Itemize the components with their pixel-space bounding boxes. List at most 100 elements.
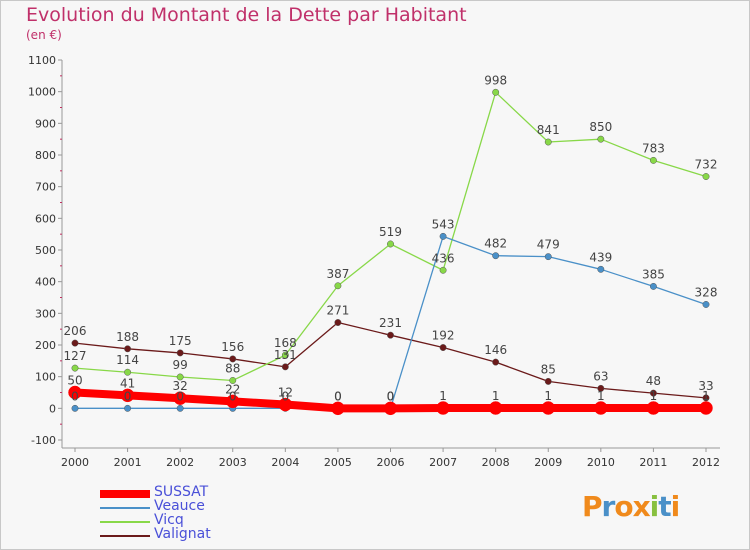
- x-tick-label: 2000: [61, 456, 89, 469]
- legend-label: SUSSAT: [154, 484, 209, 500]
- chart-subtitle: (en €): [26, 28, 62, 42]
- data-label-valignat: 206: [64, 324, 87, 338]
- data-point-sussat: [488, 401, 503, 415]
- data-label-veauce: 439: [589, 250, 612, 264]
- data-point-valignat: [281, 363, 289, 371]
- y-tick-label: -100: [31, 434, 56, 447]
- data-point-valignat: [229, 355, 237, 363]
- data-point-vicq: [71, 364, 79, 372]
- y-tick-label: 500: [35, 244, 56, 257]
- data-label-vicq: 850: [589, 120, 612, 134]
- data-label-vicq: 88: [225, 361, 240, 375]
- legend-swatch: [100, 490, 150, 498]
- logo-letter: r: [601, 490, 616, 523]
- data-label-vicq: 114: [116, 353, 139, 367]
- y-tick-label: 1000: [28, 86, 56, 99]
- data-label-sussat: 1: [492, 389, 500, 403]
- data-point-valignat: [492, 358, 500, 366]
- data-label-vicq: 436: [432, 251, 455, 265]
- data-point-veauce: [71, 404, 79, 412]
- y-tick-label: 600: [35, 212, 56, 225]
- data-point-vicq: [124, 368, 132, 376]
- logo-letter: o: [614, 490, 633, 523]
- x-tick-label: 2007: [429, 456, 457, 469]
- data-point-sussat: [436, 401, 450, 415]
- y-tick-label: 1100: [28, 54, 56, 67]
- data-label-valignat: 188: [116, 330, 139, 344]
- data-label-sussat: 1: [439, 389, 447, 403]
- data-point-veauce: [439, 232, 447, 240]
- data-point-vicq: [702, 173, 710, 180]
- data-label-vicq: 841: [537, 123, 560, 137]
- data-point-sussat: [226, 394, 240, 409]
- y-tick-label: 900: [35, 117, 56, 130]
- data-point-vicq: [492, 88, 500, 96]
- data-point-valignat: [71, 339, 79, 347]
- chart-title: Evolution du Montant de la Dette par Hab…: [26, 4, 467, 26]
- data-point-veauce: [176, 404, 184, 412]
- data-point-sussat: [699, 401, 713, 415]
- data-label-sussat: 0: [387, 389, 395, 403]
- data-point-sussat: [173, 391, 187, 405]
- data-point-valignat: [702, 394, 710, 402]
- data-label-veauce: 482: [484, 237, 507, 251]
- y-tick-label: 800: [35, 149, 56, 162]
- legend-swatch: [100, 521, 150, 523]
- y-tick-label: 200: [35, 339, 56, 352]
- x-tick-label: 2009: [534, 456, 562, 469]
- x-tick-label: 2004: [271, 456, 299, 469]
- data-label-veauce: 0: [387, 389, 395, 403]
- data-point-sussat: [646, 401, 661, 415]
- x-tick-label: 2010: [587, 456, 615, 469]
- data-point-valignat: [649, 389, 657, 397]
- data-point-sussat: [383, 401, 398, 416]
- data-label-sussat: 1: [650, 389, 658, 403]
- data-point-sussat: [68, 385, 82, 400]
- data-label-veauce: 0: [334, 389, 342, 403]
- data-point-valignat: [176, 349, 184, 357]
- logo-letter: i: [649, 490, 660, 523]
- legend-swatch: [100, 507, 150, 509]
- data-point-valignat: [439, 344, 447, 351]
- data-point-vicq: [229, 377, 237, 384]
- logo-letter: i: [670, 490, 681, 523]
- data-point-vicq: [649, 156, 657, 164]
- data-label-valignat: 231: [379, 316, 402, 330]
- logo-letter: x: [632, 490, 651, 523]
- data-label-valignat: 131: [274, 348, 297, 362]
- data-label-valignat: 85: [541, 362, 556, 376]
- x-tick-label: 2006: [377, 456, 405, 469]
- data-label-vicq: 783: [642, 141, 665, 155]
- data-label-veauce: 385: [642, 267, 665, 281]
- data-label-sussat: 22: [225, 382, 240, 396]
- data-point-valignat: [124, 345, 132, 353]
- x-tick-label: 2011: [639, 456, 667, 469]
- data-label-sussat: 32: [173, 379, 188, 393]
- proxiti-logo: Proxiti: [582, 490, 681, 523]
- data-label-veauce: 479: [537, 238, 560, 252]
- data-label-valignat: 146: [484, 343, 507, 357]
- x-tick-label: 2012: [692, 456, 720, 469]
- data-point-valignat: [544, 377, 552, 385]
- data-point-vicq: [439, 266, 447, 274]
- data-label-vicq: 387: [326, 267, 349, 281]
- data-point-vicq: [387, 240, 394, 248]
- data-point-valignat: [334, 319, 342, 326]
- data-label-vicq: 127: [64, 349, 87, 363]
- data-label-veauce: 543: [432, 217, 455, 231]
- data-point-veauce: [124, 404, 132, 412]
- data-label-veauce: 0: [229, 389, 237, 403]
- data-label-valignat: 33: [698, 379, 713, 393]
- data-label-valignat: 156: [221, 340, 244, 354]
- y-tick-label: 100: [35, 371, 56, 384]
- data-point-vicq: [334, 282, 342, 290]
- logo-letter: t: [658, 490, 671, 523]
- logo-letter: P: [582, 490, 603, 523]
- data-label-veauce: 328: [695, 285, 718, 299]
- data-point-sussat: [541, 401, 555, 415]
- data-label-valignat: 271: [326, 304, 349, 318]
- y-tick-label: 0: [49, 402, 56, 415]
- x-tick-label: 2005: [324, 456, 352, 469]
- data-label-sussat: 0: [334, 389, 342, 403]
